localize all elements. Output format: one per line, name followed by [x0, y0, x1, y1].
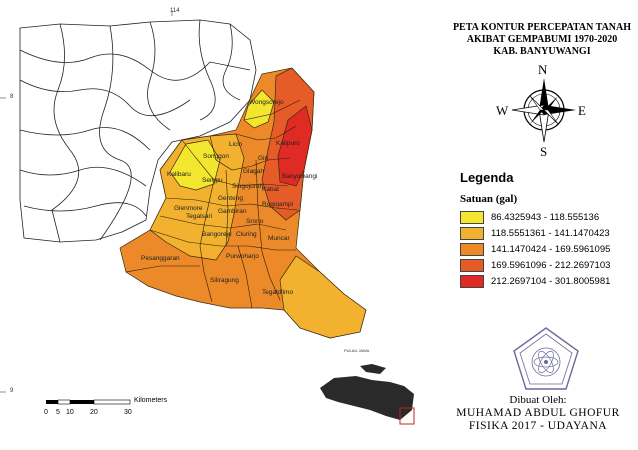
author-line-2: MUHAMAD ABDUL GHOFUR — [456, 407, 620, 419]
label-rogojampi: Rogojampi — [262, 201, 293, 208]
compass-n: N — [538, 62, 548, 77]
district-boundaries — [125, 99, 301, 309]
title-line-3: KAB. BANYUWANGI — [493, 46, 591, 57]
scale-bar: 0 5 10 20 30 — [44, 399, 132, 416]
legend-swatch — [460, 274, 484, 288]
compass-s: S — [540, 144, 547, 158]
label-tegaldlimo: Tegaldlimo — [262, 289, 293, 296]
inset-label: PULAU JAWA — [344, 348, 370, 353]
legend-item: 169.5961096 - 212.2697103 — [460, 257, 636, 273]
label-kalibaru: Kalibaru — [167, 171, 191, 178]
scale-tick-10: 10 — [66, 409, 74, 416]
legend-item: 212.2697104 - 301.8005981 — [460, 273, 636, 289]
label-sempu: Sempu — [202, 177, 223, 184]
label-pesanggaran: Pesanggaran — [141, 255, 180, 262]
scale-tick-0: 0 — [44, 409, 48, 416]
label-kabat: Kabat — [262, 186, 279, 193]
legend-label: 141.1470424 - 169.5961095 — [491, 243, 611, 255]
label-banyuwangi: Banyuwangi — [282, 173, 317, 180]
place-labels: Wongsorejo Kalipuro Licin Giri Songgon G… — [141, 99, 317, 296]
label-kalipuro: Kalipuro — [276, 140, 300, 147]
label-genteng: Genteng — [218, 195, 243, 202]
legend-swatch — [460, 226, 484, 240]
author-line-1: Dibuat Oleh: — [509, 394, 567, 406]
compass-e: E — [578, 103, 586, 118]
zone-low-medium-south — [279, 255, 367, 339]
legend-label: 169.5961096 - 212.2697103 — [491, 259, 611, 271]
label-glagah: Glagah — [243, 168, 264, 175]
label-gambiran: Gambiran — [218, 208, 247, 215]
legend-label: 118.5551361 - 141.1470423 — [491, 227, 610, 239]
label-srono: Srono — [246, 218, 264, 225]
coord-left-upper: 8 — [10, 94, 14, 100]
label-singojuruh: Singojuruh — [232, 183, 263, 190]
title-line-2: AKIBAT GEMPABUMI 1970-2020 — [466, 34, 618, 45]
graticule — [0, 10, 173, 393]
legend-swatch — [460, 258, 484, 272]
legend-item: 86.4325943 - 118.555136 — [460, 209, 636, 225]
legend-item: 118.5551361 - 141.1470423 — [460, 225, 636, 241]
author-block: Dibuat Oleh: MUHAMAD ABDUL GHOFUR FISIKA… — [440, 394, 636, 433]
zone-very-high — [277, 105, 313, 187]
inset-map: PULAU JAWA — [320, 348, 415, 425]
label-songgon: Songgon — [203, 153, 229, 160]
author-line-3: FISIKA 2017 - UDAYANA — [468, 420, 608, 432]
legend-title: Legenda — [460, 170, 514, 185]
label-giri: Giri — [258, 155, 268, 162]
label-bangorejo: Bangorejo — [202, 231, 232, 238]
legend-subtitle: Satuan (gal) — [460, 193, 518, 205]
label-licin: Licin — [229, 141, 243, 148]
label-purwoharjo: Purwoharjo — [226, 253, 259, 260]
compass-rose-icon: N S E W — [496, 62, 586, 158]
map-canvas: Wongsorejo Kalipuro Licin Giri Songgon G… — [0, 10, 446, 434]
scale-tick-30: 30 — [124, 409, 132, 416]
map-title: PETA KONTUR PERCEPATAN TANAH AKIBAT GEMP… — [448, 22, 636, 58]
label-glenmore: Glenmore — [174, 205, 203, 212]
scale-tick-20: 20 — [90, 409, 98, 416]
banyuwangi-region — [119, 67, 367, 339]
neighbor-regions — [19, 19, 257, 243]
legend-list: 86.4325943 - 118.555136 118.5551361 - 14… — [460, 209, 636, 289]
legend-label: 86.4325943 - 118.555136 — [491, 211, 600, 223]
legend-swatch — [460, 242, 484, 256]
coord-top: 114 — [170, 8, 180, 14]
label-siliragung: Siliragung — [210, 277, 239, 284]
label-cluring: Cluring — [236, 231, 257, 238]
coord-left-lower: 9 — [10, 388, 14, 394]
scale-tick-5: 5 — [56, 409, 60, 416]
scale-unit: Kilometers — [134, 397, 168, 404]
compass-w: W — [496, 103, 509, 118]
zone-low — [169, 139, 221, 191]
title-line-1: PETA KONTUR PERCEPATAN TANAH — [452, 22, 632, 33]
legend-swatch — [460, 210, 484, 224]
label-wongsorejo: Wongsorejo — [249, 99, 284, 106]
label-muncar: Muncar — [268, 235, 291, 242]
legend-item: 141.1470424 - 169.5961095 — [460, 241, 636, 257]
legend-label: 212.2697104 - 301.8005981 — [491, 275, 611, 287]
inset-java-island — [320, 376, 414, 420]
label-tegalsari: Tegalsari — [186, 213, 212, 220]
university-seal-icon — [513, 327, 579, 390]
inset-highlight — [399, 407, 415, 425]
